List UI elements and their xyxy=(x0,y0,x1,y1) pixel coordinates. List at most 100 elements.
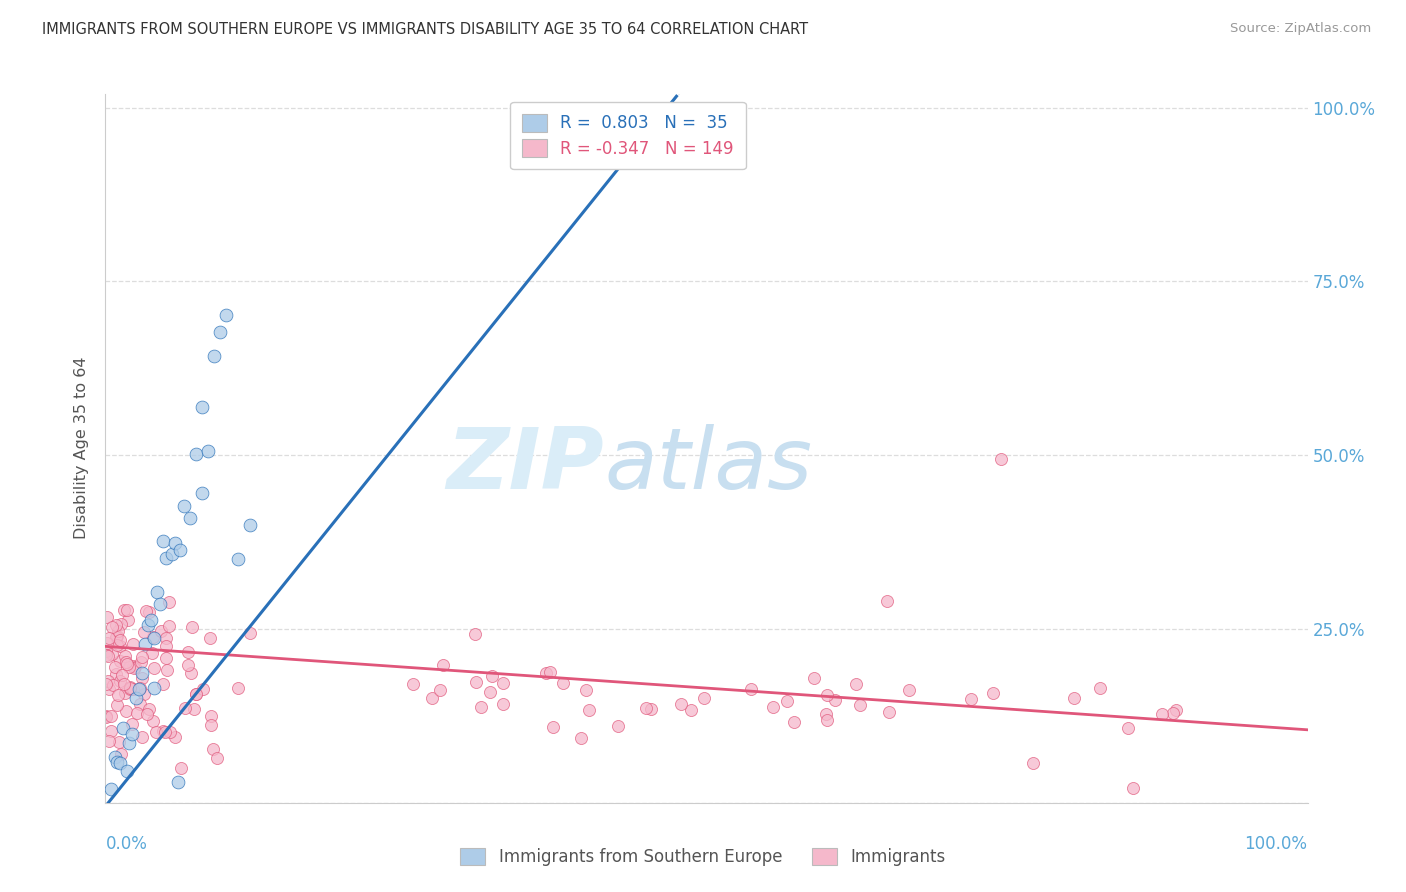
Point xyxy=(464,674,486,689)
Point xyxy=(239,626,262,640)
Point xyxy=(492,676,515,690)
Point xyxy=(146,584,169,599)
Point xyxy=(470,700,492,714)
Point xyxy=(104,750,127,764)
Point xyxy=(202,350,225,364)
Point xyxy=(107,734,129,748)
Point xyxy=(118,680,141,694)
Point xyxy=(152,677,174,691)
Point xyxy=(138,606,160,620)
Point xyxy=(138,702,160,716)
Point xyxy=(107,688,129,702)
Text: Source: ZipAtlas.com: Source: ZipAtlas.com xyxy=(1230,22,1371,36)
Point xyxy=(108,654,131,668)
Point xyxy=(145,725,167,739)
Point xyxy=(114,686,136,700)
Point xyxy=(174,701,197,715)
Point xyxy=(803,671,825,685)
Point xyxy=(118,681,141,695)
Point xyxy=(107,624,129,639)
Point xyxy=(129,655,152,669)
Point xyxy=(420,690,443,705)
Point xyxy=(166,775,188,789)
Point xyxy=(815,706,838,721)
Point xyxy=(131,671,153,685)
Point xyxy=(96,644,118,658)
Point xyxy=(1161,706,1184,721)
Point xyxy=(110,673,132,688)
Point xyxy=(160,547,183,561)
Point xyxy=(96,609,118,624)
Point xyxy=(108,633,131,648)
Point xyxy=(118,660,141,674)
Point xyxy=(184,447,207,461)
Point xyxy=(94,677,117,691)
Point xyxy=(122,682,145,697)
Text: ZIP: ZIP xyxy=(447,425,605,508)
Point xyxy=(128,697,150,711)
Point xyxy=(110,747,132,762)
Point xyxy=(762,700,785,714)
Point xyxy=(960,691,983,706)
Point xyxy=(169,543,191,558)
Point xyxy=(121,658,143,673)
Point xyxy=(740,682,762,697)
Point xyxy=(190,486,212,500)
Point xyxy=(122,661,145,675)
Point xyxy=(131,665,153,680)
Point xyxy=(104,666,127,681)
Point xyxy=(897,683,920,698)
Point xyxy=(131,649,153,664)
Point xyxy=(141,646,163,660)
Point xyxy=(108,639,131,653)
Point xyxy=(152,723,174,738)
Text: IMMIGRANTS FROM SOUTHERN EUROPE VS IMMIGRANTS DISABILITY AGE 35 TO 64 CORRELATIO: IMMIGRANTS FROM SOUTHERN EUROPE VS IMMIG… xyxy=(42,22,808,37)
Point xyxy=(112,676,135,690)
Point xyxy=(94,648,117,662)
Point xyxy=(239,517,262,532)
Point xyxy=(103,678,125,692)
Point xyxy=(1116,721,1139,735)
Point xyxy=(177,658,200,673)
Point xyxy=(575,682,598,697)
Point xyxy=(180,665,202,680)
Point xyxy=(155,651,177,665)
Point xyxy=(107,755,129,769)
Point xyxy=(114,648,136,663)
Point xyxy=(115,657,138,671)
Point xyxy=(142,630,165,644)
Point xyxy=(463,627,485,641)
Point xyxy=(180,620,202,634)
Point xyxy=(200,718,222,732)
Point xyxy=(571,731,593,745)
Point xyxy=(197,444,219,458)
Point xyxy=(783,714,806,729)
Point xyxy=(538,665,561,680)
Point xyxy=(114,704,136,718)
Point xyxy=(134,686,156,700)
Point xyxy=(429,682,451,697)
Point xyxy=(155,631,177,645)
Point xyxy=(186,687,208,701)
Point xyxy=(132,624,155,639)
Point xyxy=(97,681,120,696)
Point xyxy=(115,764,138,778)
Point xyxy=(815,688,838,702)
Point xyxy=(134,637,156,651)
Point xyxy=(101,620,124,634)
Point xyxy=(157,619,180,633)
Point xyxy=(205,751,228,765)
Point xyxy=(173,499,195,513)
Point xyxy=(124,691,146,706)
Point xyxy=(1164,703,1187,717)
Point xyxy=(155,664,177,678)
Text: 0.0%: 0.0% xyxy=(105,835,148,853)
Point xyxy=(118,736,141,750)
Point xyxy=(208,325,231,339)
Point xyxy=(432,657,454,672)
Point xyxy=(815,713,838,727)
Point xyxy=(108,756,131,770)
Point xyxy=(112,722,135,736)
Point xyxy=(112,603,135,617)
Point xyxy=(169,761,191,775)
